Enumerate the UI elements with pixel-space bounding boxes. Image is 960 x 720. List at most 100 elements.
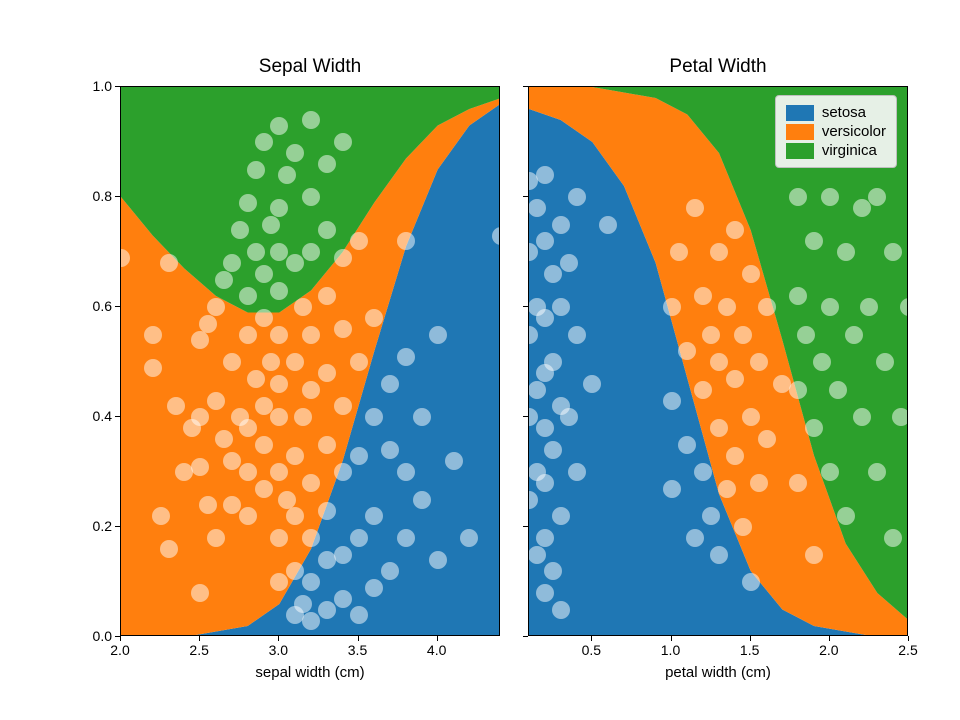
scatter-point (381, 562, 399, 580)
scatter-point (302, 474, 320, 492)
scatter-point (552, 216, 570, 234)
scatter-point (270, 375, 288, 393)
scatter-point (381, 375, 399, 393)
ytick-mark (523, 636, 528, 637)
ytick-label: 0.2 (72, 518, 112, 534)
xtick-mark (278, 636, 279, 641)
scatter-point (255, 480, 273, 498)
scatter-point (568, 326, 586, 344)
petal-xlabel: petal width (cm) (665, 664, 771, 681)
scatter-point (286, 353, 304, 371)
ytick-mark (523, 306, 528, 307)
scatter-point (758, 430, 776, 448)
xtick-label: 2.0 (110, 642, 129, 658)
scatter-point (199, 315, 217, 333)
xtick-label: 2.5 (898, 642, 917, 658)
scatter-point (460, 529, 478, 547)
scatter-point (868, 463, 886, 481)
scatter-point (247, 243, 265, 261)
ytick-mark (115, 306, 120, 307)
scatter-point (663, 392, 681, 410)
scatter-point (702, 507, 720, 525)
scatter-point (350, 353, 368, 371)
scatter-point (294, 298, 312, 316)
scatter-point (805, 232, 823, 250)
scatter-point (334, 590, 352, 608)
scatter-point (144, 326, 162, 344)
scatter-point (710, 353, 728, 371)
scatter-point (215, 430, 233, 448)
scatter-point (821, 463, 839, 481)
scatter-point (262, 353, 280, 371)
legend: setosaversicolorvirginica (775, 95, 897, 168)
scatter-point (239, 287, 257, 305)
scatter-point (350, 447, 368, 465)
scatter-point (381, 441, 399, 459)
scatter-point (286, 562, 304, 580)
scatter-point (552, 601, 570, 619)
xtick-mark (908, 636, 909, 641)
scatter-point (678, 342, 696, 360)
xtick-label: 3.5 (348, 642, 367, 658)
scatter-point (670, 243, 688, 261)
scatter-point (231, 221, 249, 239)
scatter-point (884, 529, 902, 547)
scatter-point (429, 551, 447, 569)
scatter-point (239, 419, 257, 437)
scatter-point (160, 254, 178, 272)
scatter-point (191, 408, 209, 426)
scatter-point (191, 458, 209, 476)
scatter-point (286, 507, 304, 525)
scatter-point (255, 397, 273, 415)
scatter-point (365, 507, 383, 525)
scatter-point (805, 419, 823, 437)
scatter-point (334, 463, 352, 481)
scatter-point (262, 216, 280, 234)
scatter-point (544, 562, 562, 580)
scatter-point (318, 601, 336, 619)
scatter-point (270, 199, 288, 217)
scatter-point (294, 408, 312, 426)
scatter-point (599, 216, 617, 234)
ytick-mark (523, 196, 528, 197)
scatter-point (167, 397, 185, 415)
scatter-point (544, 265, 562, 283)
ytick-mark (523, 526, 528, 527)
scatter-point (302, 573, 320, 591)
sepal-panel-title: Sepal Width (259, 56, 361, 78)
scatter-point (334, 320, 352, 338)
scatter-point (694, 287, 712, 305)
scatter-point (255, 133, 273, 151)
scatter-point (270, 326, 288, 344)
scatter-point (726, 447, 744, 465)
scatter-point (718, 480, 736, 498)
scatter-point (334, 133, 352, 151)
scatter-point (191, 584, 209, 602)
ytick-mark (115, 636, 120, 637)
scatter-point (334, 546, 352, 564)
scatter-point (445, 452, 463, 470)
scatter-point (837, 243, 855, 261)
ytick-label: 1.0 (72, 78, 112, 94)
scatter-point (758, 298, 776, 316)
scatter-point (397, 232, 415, 250)
figure: Sepal Width2.02.53.03.54.00.00.20.40.60.… (0, 0, 960, 720)
scatter-point (837, 507, 855, 525)
xtick-label: 1.5 (740, 642, 759, 658)
scatter-point (710, 419, 728, 437)
scatter-point (528, 199, 546, 217)
scatter-point (302, 529, 320, 547)
scatter-point (710, 243, 728, 261)
xtick-mark (829, 636, 830, 641)
scatter-point (207, 392, 225, 410)
legend-item: versicolor (786, 123, 886, 140)
scatter-point (734, 518, 752, 536)
scatter-point (568, 188, 586, 206)
scatter-point (247, 161, 265, 179)
scatter-point (215, 271, 233, 289)
ytick-mark (115, 416, 120, 417)
scatter-point (302, 243, 320, 261)
scatter-point (350, 232, 368, 250)
scatter-point (829, 381, 847, 399)
legend-label: setosa (822, 104, 866, 121)
